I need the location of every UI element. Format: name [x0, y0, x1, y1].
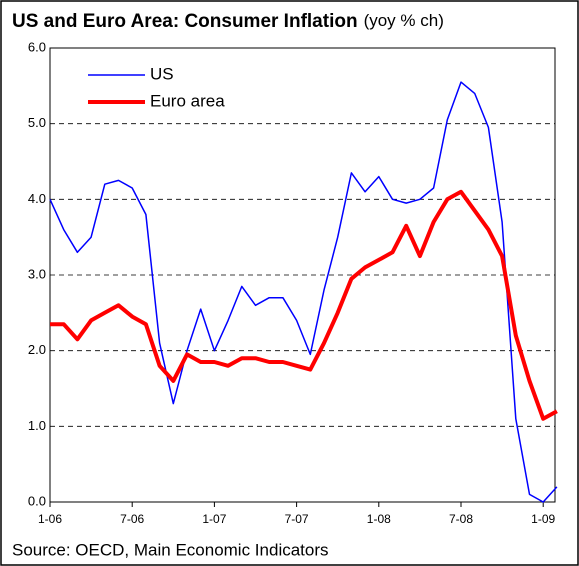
x-tick-label: 7-06 [120, 512, 144, 526]
source: Source: OECD, Main Economic Indicators [12, 540, 329, 559]
x-tick-label: 7-08 [449, 512, 473, 526]
series-line [49, 81, 558, 503]
y-tick-label: 4.0 [28, 191, 46, 206]
x-tick-label: 1-06 [38, 512, 62, 526]
title: US and Euro Area: Consumer Inflation [12, 11, 358, 32]
x-tick-label: 1-09 [531, 512, 555, 526]
y-tick-label: 6.0 [28, 39, 46, 54]
y-tick-label: 1.0 [28, 418, 46, 433]
series-line [50, 189, 558, 421]
y-tick-label: 5.0 [28, 115, 46, 130]
chart-title: US and Euro Area: Consumer Inflation (yoy… [12, 11, 444, 32]
x-tick-label: 1-07 [202, 512, 226, 526]
subtitle: (yoy % ch) [364, 11, 444, 30]
x-tick-label: 7-07 [285, 512, 309, 526]
x-tick-label: 1-08 [367, 512, 391, 526]
legend-label: US [150, 64, 174, 83]
legend-label: Euro area [150, 91, 225, 110]
y-tick-label: 2.0 [28, 342, 46, 357]
y-tick-label: 0.0 [28, 493, 46, 508]
y-tick-label: 3.0 [28, 266, 46, 281]
